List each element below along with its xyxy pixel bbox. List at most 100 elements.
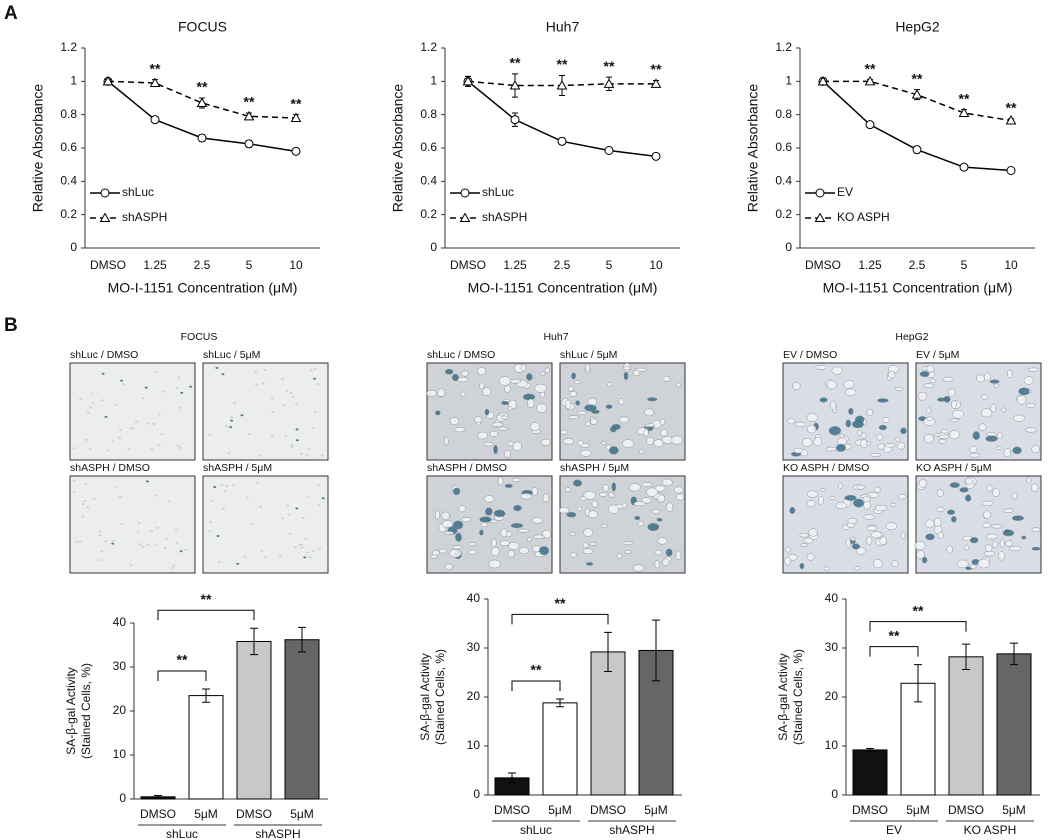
cell-blob — [295, 507, 299, 510]
cell-blob — [622, 439, 634, 449]
cell-blob — [651, 509, 661, 514]
cell-blob — [520, 493, 533, 500]
cell-blob — [150, 448, 154, 451]
cell-blob — [299, 452, 303, 455]
cell-blob — [290, 391, 294, 394]
cell-blob — [1027, 367, 1040, 372]
cell-blob — [81, 503, 85, 506]
cell-blob — [622, 502, 627, 509]
cell-blob — [542, 493, 550, 503]
cell-blob — [647, 523, 660, 532]
cell-blob — [287, 513, 291, 516]
cell-blob — [443, 436, 449, 446]
cell-blob — [959, 487, 969, 493]
cell-blob — [638, 449, 644, 454]
cell-blob — [1030, 483, 1039, 492]
cell-blob — [999, 539, 1005, 548]
cell-blob — [1031, 444, 1040, 454]
error-bar — [604, 631, 612, 673]
cell-blob — [937, 531, 944, 539]
cell-blob — [969, 445, 978, 454]
cell-blob — [983, 372, 991, 382]
cell-blob — [153, 423, 157, 426]
cell-blob — [483, 442, 494, 447]
cell-blob — [261, 382, 265, 385]
cell-blob — [628, 483, 641, 492]
cell-blob — [888, 370, 896, 379]
significance-bracket — [869, 646, 919, 657]
x-tick-label: DMSO — [236, 807, 272, 821]
cell-blob — [799, 533, 810, 538]
cell-blob — [154, 494, 158, 497]
y-tick-label: 30 — [825, 640, 839, 654]
cell-blob — [632, 369, 641, 377]
cell-blob — [111, 440, 115, 443]
y-tick-label: 0.4 — [60, 174, 77, 188]
cell-blob — [792, 381, 801, 391]
cell-blob — [839, 433, 845, 439]
cell-blob — [589, 541, 597, 546]
cell-blob — [530, 422, 541, 431]
cell-blob — [160, 433, 164, 436]
cell-blob — [291, 395, 295, 398]
micrograph — [202, 362, 329, 461]
y-tick-label: 10 — [467, 738, 481, 752]
cell-blob — [449, 548, 462, 558]
marker — [510, 115, 520, 125]
cell-blob — [558, 507, 570, 514]
cell-blob — [647, 422, 655, 427]
cell-blob — [491, 422, 504, 427]
x-tick-label: 5μM — [644, 803, 668, 817]
marker — [102, 75, 114, 86]
cell-blob — [263, 368, 267, 371]
x-tick-label: DMSO — [140, 807, 176, 821]
micrograph — [202, 475, 329, 574]
cell-blob — [449, 417, 459, 426]
cell-blob — [828, 426, 842, 436]
cell-blob — [854, 415, 865, 424]
error-bar — [202, 688, 210, 703]
cell-blob — [112, 539, 116, 542]
cell-blob — [657, 494, 666, 503]
cell-blob — [856, 430, 863, 436]
group-label: KO ASPH — [964, 823, 1017, 837]
cell-blob — [567, 415, 580, 420]
x-tick-label: 5μM — [1002, 803, 1026, 817]
y-tick-label: 20 — [825, 689, 839, 703]
marker — [244, 139, 254, 149]
cell-blob — [969, 564, 977, 569]
x-tick-label: 10 — [649, 258, 663, 272]
cell-blob — [474, 416, 483, 424]
micrograph-title: Huh7 — [543, 331, 568, 343]
cell-blob — [829, 496, 836, 500]
significance: ** — [865, 60, 876, 76]
cell-blob — [623, 371, 629, 381]
cell-blob — [527, 537, 532, 542]
cell-blob — [281, 517, 285, 520]
cell-blob — [662, 478, 673, 487]
cell-blob — [134, 420, 138, 423]
legend-marker — [814, 212, 826, 222]
cell-blob — [924, 433, 934, 444]
y-tick-label: 10 — [825, 738, 839, 752]
cell-blob — [895, 437, 901, 442]
cell-blob — [803, 537, 814, 544]
cell-blob — [622, 541, 633, 546]
cell-blob — [468, 549, 477, 555]
cell-blob — [542, 529, 552, 539]
y-axis-title: SA-β-gal Activity — [418, 653, 432, 741]
cell-blob — [263, 556, 267, 559]
cell-blob — [175, 542, 179, 545]
cell-blob — [806, 424, 817, 434]
cell-blob — [876, 433, 883, 441]
cell-blob — [897, 442, 906, 450]
cell-blob — [78, 398, 82, 401]
cell-blob — [510, 523, 524, 529]
micrograph-label: EV / DMSO — [783, 349, 837, 361]
cell-blob — [127, 448, 131, 451]
cell-blob — [602, 484, 609, 492]
cell-blob — [208, 520, 212, 523]
cell-blob — [286, 504, 290, 507]
y-axis-title: Relative Absorbance — [30, 84, 46, 213]
